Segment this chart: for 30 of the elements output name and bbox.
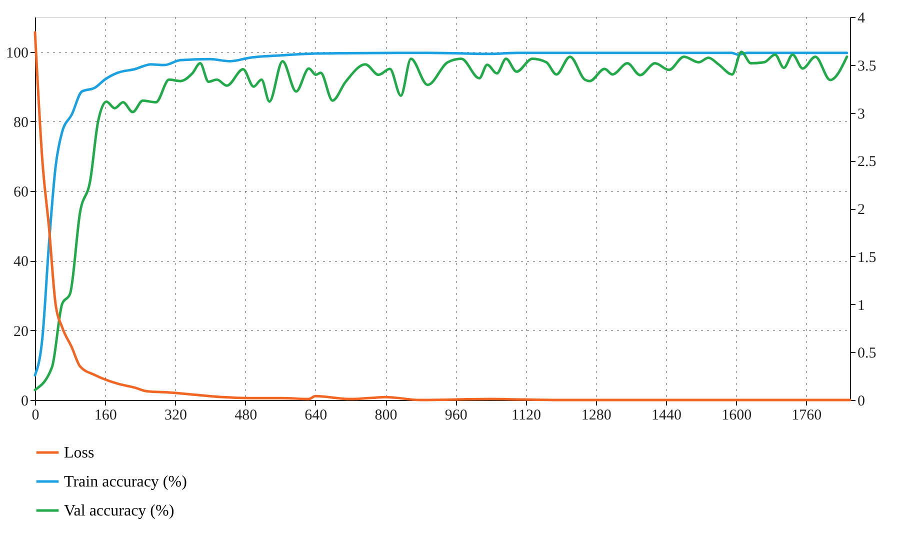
x-tick-label: 1760 (792, 408, 822, 424)
y2-tick-label: 3.5 (858, 58, 876, 74)
y2-tick-label: 3 (858, 106, 865, 122)
x-tick-label: 480 (234, 408, 258, 424)
y-tick-label: 60 (14, 184, 28, 201)
x-tick-label: 960 (444, 408, 468, 424)
legend-label: Loss (64, 444, 94, 462)
x-tick-label: 320 (164, 408, 187, 424)
y2-tick-label: 4 (858, 10, 866, 26)
x-tick-label: 800 (374, 408, 398, 424)
y-tick-label: 80 (14, 114, 28, 131)
y2-tick-label: 2 (858, 202, 865, 218)
y-tick-label: 100 (6, 45, 28, 62)
x-tick-label: 1280 (581, 408, 612, 424)
legend-label: Train accuracy (%) (64, 474, 187, 490)
y2-tick-label: 1.5 (858, 250, 876, 266)
legend-label: Val accuracy (%) (64, 502, 174, 520)
x-tick-label: 1120 (512, 408, 541, 424)
y-tick-label: 0 (21, 394, 28, 410)
y2-tick-label: 0.5 (858, 346, 876, 362)
y2-tick-label: 1 (858, 298, 865, 314)
x-tick-label: 640 (304, 408, 328, 424)
y2-tick-label: 2.5 (858, 154, 876, 170)
x-tick-label: 1600 (722, 408, 752, 424)
x-tick-label: 160 (94, 408, 117, 424)
x-tick-label: 1440 (651, 408, 682, 424)
y2-tick-label: 0 (858, 394, 865, 410)
y-tick-label: 20 (14, 324, 28, 340)
y-tick-label: 40 (14, 254, 28, 270)
x-tick-label: 0 (32, 408, 40, 424)
